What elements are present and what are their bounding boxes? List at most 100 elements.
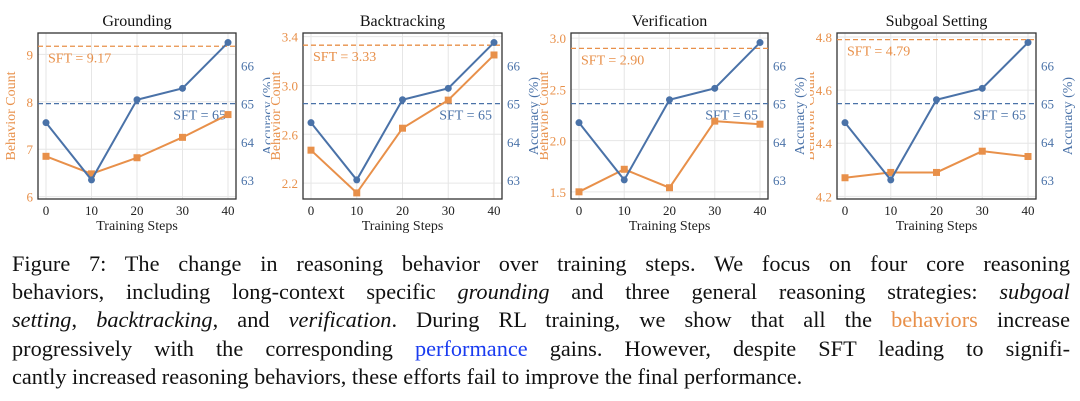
x-axis-label: Training Steps: [362, 219, 444, 234]
accuracy-marker: [620, 176, 628, 184]
chart-grounding: 0 10 20 30 40 6 7 8 9 63 64 65 66 Grounding Training S…: [4, 13, 270, 234]
x-tick-label: 40: [488, 203, 501, 218]
y2-tick-label: 63: [241, 173, 254, 188]
caption-segment: . During RL training, we show that all t…: [391, 307, 892, 333]
accuracy-marker: [666, 96, 673, 104]
x-tick-label: 10: [350, 203, 363, 218]
y2-axis-label: Accuracy (%): [527, 77, 540, 155]
sft-accuracy-label: SFT = 65: [973, 109, 1026, 124]
y-tick-label: 2.5: [550, 82, 566, 97]
x-tick-label: 10: [85, 203, 98, 218]
x-tick-label: 20: [396, 203, 409, 218]
sft-accuracy-label: SFT = 65: [439, 109, 492, 124]
y2-tick-label: 64: [773, 135, 787, 150]
y2-tick-label: 63: [507, 173, 520, 188]
accuracy-marker: [307, 119, 315, 127]
sft-behavior-label: SFT = 9.17: [48, 51, 111, 66]
accuracy-marker: [490, 39, 498, 47]
caption-segment: Figure 7: The change in reasoning behavi…: [12, 251, 1070, 276]
caption-line: cantly increased reasoning behaviors, th…: [12, 363, 1070, 391]
x-axis-label: Training Steps: [629, 219, 711, 234]
x-tick-label: 40: [222, 203, 235, 218]
accuracy-marker: [42, 119, 50, 127]
y2-tick-label: 63: [773, 173, 786, 188]
caption-segment: cantly increased reasoning behaviors, th…: [12, 363, 803, 389]
caption-segment: performance: [415, 335, 528, 361]
y-tick-label: 6: [27, 190, 34, 205]
behavior-marker: [756, 120, 764, 128]
behavior-marker: [490, 51, 498, 59]
accuracy-marker: [224, 39, 232, 47]
chart-verification: 0 10 20 30 40 1.5 2.0 2.5 3.0 63 64 65 66 Verificatio…: [540, 13, 808, 234]
y-axis-label: Behavior Count: [4, 71, 19, 160]
behavior-marker: [444, 96, 452, 104]
chart-subgoal-setting: 0 10 20 30 40 4.2 4.4 4.6 4.8 63 64 65 66 Subgoal Set…: [810, 13, 1076, 234]
y-tick-label: 3.0: [550, 31, 566, 46]
x-tick-label: 20: [663, 203, 676, 218]
x-tick-label: 20: [930, 203, 943, 218]
y2-tick-label: 66: [1041, 58, 1055, 73]
y-tick-label: 8: [27, 95, 34, 110]
x-axis-label: Training Steps: [896, 219, 978, 234]
behavior-marker: [399, 124, 406, 132]
caption-segment: subgoal: [999, 279, 1070, 305]
accuracy-marker: [575, 119, 583, 127]
y2-tick-label: 65: [773, 97, 786, 112]
behavior-marker: [933, 168, 940, 176]
y-tick-label: 2.2: [282, 176, 298, 191]
caption-segment: increase: [977, 307, 1070, 333]
behavior-marker: [841, 174, 849, 182]
caption-line: progressively with the corresponding per…: [12, 335, 1070, 363]
caption-segment: backtracking: [96, 307, 213, 333]
plot-frame: [37, 32, 237, 200]
accuracy-marker: [711, 84, 719, 92]
y2-tick-label: 64: [507, 135, 521, 150]
sft-behavior-label: SFT = 2.90: [581, 53, 644, 68]
chart-title: Subgoal Setting: [886, 13, 988, 30]
y-tick-label: 4.4: [816, 136, 833, 151]
x-tick-label: 40: [754, 203, 767, 218]
x-tick-label: 10: [884, 203, 897, 218]
accuracy-marker: [353, 176, 361, 184]
accuracy-marker: [88, 176, 95, 184]
y2-tick-label: 66: [241, 58, 255, 73]
y-tick-label: 2.6: [282, 127, 299, 142]
y2-tick-label: 63: [1041, 173, 1054, 188]
x-tick-label: 30: [708, 203, 721, 218]
y2-tick-label: 64: [241, 135, 255, 150]
chart-backtracking: 0 10 20 30 40 2.2 2.6 3.0 3.4 63 64 65 66 Backtrackin…: [270, 13, 540, 234]
behavior-marker: [133, 154, 141, 162]
accuracy-marker: [1024, 39, 1032, 47]
behavior-marker: [224, 111, 232, 119]
y2-tick-label: 65: [241, 97, 254, 112]
figure-caption: Figure 7: The change in reasoning behavi…: [12, 250, 1070, 391]
y-tick-label: 4.8: [816, 30, 832, 45]
caption-segment: gains. However, despite SFT leading to s…: [527, 335, 1070, 361]
accuracy-marker: [399, 96, 406, 104]
caption-segment: behaviors, including long-context specif…: [12, 279, 458, 305]
caption-line: Figure 7: The change in reasoning behavi…: [12, 250, 1070, 278]
behavior-marker: [88, 170, 95, 178]
accuracy-marker: [841, 119, 849, 127]
caption-segment: grounding: [457, 279, 550, 305]
y-tick-label: 4.6: [816, 83, 833, 98]
accuracy-marker: [756, 39, 764, 47]
chart-title: Verification: [632, 13, 708, 30]
behavior-marker: [978, 147, 986, 155]
y2-tick-label: 64: [1041, 135, 1055, 150]
y2-tick-label: 65: [1041, 97, 1054, 112]
plot-frame: [570, 32, 769, 200]
y-axis-label: Behavior Count: [270, 71, 284, 160]
x-tick-label: 0: [308, 203, 315, 218]
x-tick-label: 30: [442, 203, 455, 218]
y-tick-label: 1.5: [550, 185, 566, 200]
y2-tick-label: 66: [507, 58, 521, 73]
behavior-marker: [353, 189, 361, 197]
caption-segment: progressively with the corresponding: [12, 335, 415, 361]
y2-axis-label: Accuracy (%): [261, 77, 270, 155]
y-tick-label: 4.2: [816, 189, 832, 204]
y2-tick-label: 66: [773, 58, 787, 73]
x-tick-label: 10: [618, 203, 631, 218]
caption-segment: verification: [288, 307, 392, 333]
y2-axis-label: Accuracy (%): [1061, 77, 1076, 155]
